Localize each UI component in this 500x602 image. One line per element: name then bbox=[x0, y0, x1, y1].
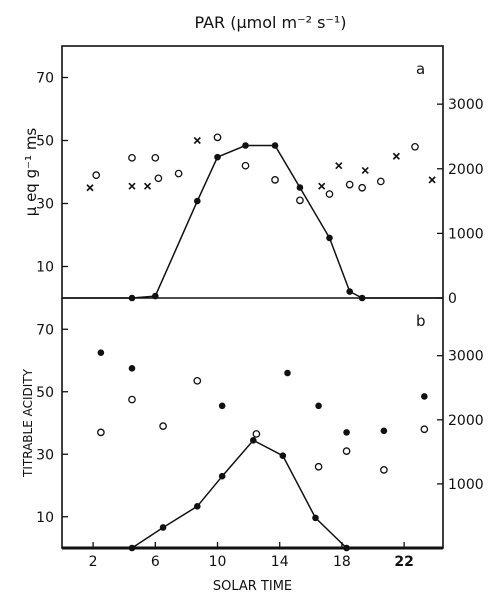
filled-circle-point bbox=[343, 429, 350, 436]
filled-circle-point bbox=[128, 365, 136, 372]
cross-point bbox=[193, 136, 201, 145]
left-tick-label: 50 bbox=[36, 134, 54, 150]
left-tick-label: 70 bbox=[36, 71, 54, 87]
left-axis-label: TITRABLE ACIDITY bbox=[21, 368, 35, 478]
right-tick-label: 2000 bbox=[448, 413, 484, 429]
x-tick-label: 22 bbox=[394, 554, 413, 570]
open-circle-point bbox=[296, 196, 304, 205]
cross-point bbox=[318, 182, 326, 190]
open-circle-point bbox=[325, 190, 334, 198]
cross-point bbox=[86, 184, 94, 192]
par-point bbox=[249, 437, 257, 444]
open-circle-point bbox=[92, 171, 101, 179]
x-tick-label: 2 bbox=[89, 554, 98, 570]
right-tick-label: 3000 bbox=[448, 349, 484, 365]
filled-circle-point bbox=[218, 402, 226, 410]
open-circle-point bbox=[345, 180, 354, 189]
cross-point bbox=[128, 182, 136, 190]
right-tick-label: 2000 bbox=[448, 162, 484, 178]
left-axis-label: μ eq g⁻¹ ms bbox=[22, 128, 40, 217]
filled-circle-point bbox=[284, 369, 291, 377]
par-point bbox=[326, 234, 333, 242]
panel-label: a bbox=[416, 60, 425, 78]
x-tick-label: 6 bbox=[151, 554, 160, 570]
open-circle-point bbox=[151, 153, 160, 162]
open-circle-point bbox=[380, 466, 388, 474]
right-tick-label: 3000 bbox=[448, 97, 484, 113]
left-tick-label: 50 bbox=[36, 385, 54, 401]
open-circle-point bbox=[128, 153, 136, 162]
left-tick-label: 70 bbox=[36, 322, 54, 338]
par-point bbox=[312, 514, 319, 522]
open-circle-point bbox=[128, 395, 136, 404]
par-point bbox=[218, 472, 226, 480]
x-tick-label: 14 bbox=[271, 554, 289, 570]
par-point bbox=[271, 142, 279, 149]
open-circle-point bbox=[376, 177, 385, 186]
x-axis-label: SOLAR TIME bbox=[213, 579, 292, 594]
open-circle-point bbox=[154, 174, 163, 183]
open-circle-point bbox=[342, 447, 351, 455]
par-point bbox=[358, 294, 366, 302]
open-circle-point bbox=[159, 422, 167, 430]
open-circle-point bbox=[174, 169, 183, 178]
left-tick-label: 10 bbox=[36, 510, 54, 526]
filled-circle-point bbox=[315, 402, 322, 410]
par-point bbox=[346, 288, 353, 295]
left-tick-label: 10 bbox=[36, 260, 54, 276]
x-tick-label: 10 bbox=[209, 554, 227, 570]
top-axis-label: PAR (μmol m⁻² s⁻¹) bbox=[194, 13, 346, 32]
cross-point bbox=[335, 162, 343, 170]
x-tick-label: 18 bbox=[333, 554, 351, 570]
par-point bbox=[193, 197, 201, 205]
open-circle-point bbox=[411, 142, 419, 151]
open-circle-point bbox=[420, 425, 429, 434]
filled-circle-point bbox=[97, 349, 105, 356]
right-tick-label: 1000 bbox=[448, 477, 484, 493]
open-circle-point bbox=[241, 161, 250, 170]
right-tick-label: 0 bbox=[448, 291, 457, 307]
par-point bbox=[242, 142, 249, 149]
open-circle-point bbox=[97, 428, 105, 437]
right-tick-label: 1000 bbox=[448, 226, 484, 242]
par-point bbox=[296, 184, 304, 191]
left-tick-label: 30 bbox=[36, 197, 54, 213]
par-point bbox=[128, 294, 136, 302]
par-point bbox=[279, 452, 287, 459]
par-series-line bbox=[131, 439, 348, 549]
open-circle-point bbox=[252, 430, 261, 438]
par-point bbox=[193, 503, 201, 510]
open-circle-point bbox=[193, 376, 202, 385]
cross-point bbox=[392, 152, 400, 160]
open-circle-point bbox=[271, 176, 279, 184]
cross-point bbox=[143, 182, 152, 190]
cross-point bbox=[428, 176, 436, 184]
par-point bbox=[214, 153, 221, 161]
par-point bbox=[152, 292, 159, 300]
cross-point bbox=[361, 166, 369, 174]
left-tick-label: 30 bbox=[36, 447, 54, 463]
par-series-line bbox=[131, 144, 363, 299]
open-circle-point bbox=[213, 133, 222, 142]
filled-circle-point bbox=[380, 427, 388, 435]
open-circle-point bbox=[314, 462, 323, 471]
open-circle-point bbox=[358, 183, 366, 192]
par-point bbox=[159, 524, 167, 531]
filled-circle-point bbox=[421, 393, 428, 400]
panel-label: b bbox=[416, 312, 426, 330]
